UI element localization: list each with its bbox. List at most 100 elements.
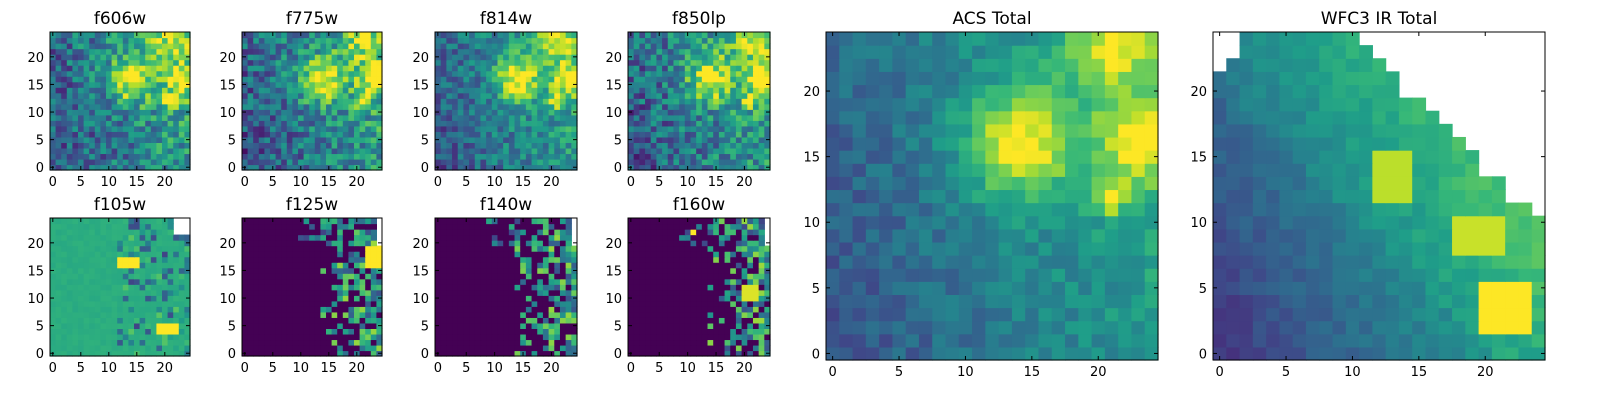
heatmap-cell bbox=[508, 37, 516, 44]
heatmap-cell bbox=[111, 142, 118, 149]
heatmap-cell bbox=[326, 65, 333, 72]
heatmap-cell bbox=[452, 65, 459, 72]
heatmap-cell bbox=[752, 54, 760, 61]
panel-title: f850lp bbox=[672, 9, 726, 29]
heatmap-cell bbox=[542, 333, 550, 341]
heatmap-cell bbox=[370, 98, 377, 105]
heatmap-cell bbox=[184, 289, 191, 296]
heatmap-cell bbox=[139, 339, 146, 346]
heatmap-cell bbox=[718, 136, 726, 143]
heatmap-cell bbox=[735, 59, 743, 66]
heatmap-cell bbox=[650, 306, 657, 313]
heatmap-cell bbox=[673, 300, 680, 307]
heatmap-cell bbox=[275, 251, 282, 258]
heatmap-cell bbox=[365, 37, 372, 44]
heatmap-cell bbox=[376, 289, 383, 296]
heatmap-cell bbox=[303, 344, 310, 352]
heatmap-cell bbox=[337, 251, 344, 258]
heatmap-cell bbox=[162, 103, 169, 110]
heatmap-cell bbox=[309, 262, 316, 269]
heatmap-cell bbox=[446, 284, 453, 291]
heatmap-cell bbox=[286, 289, 293, 296]
heatmap-cell bbox=[242, 328, 249, 335]
panel-title: f105w bbox=[94, 195, 146, 215]
heatmap-cell bbox=[474, 142, 482, 149]
heatmap-cell bbox=[145, 234, 152, 241]
heatmap-cell bbox=[309, 267, 316, 274]
heatmap-cell bbox=[713, 54, 720, 61]
heatmap-cell bbox=[173, 262, 180, 269]
heatmap-cell bbox=[298, 229, 305, 236]
heatmap-cell bbox=[469, 223, 476, 230]
heatmap-cell bbox=[247, 48, 254, 55]
heatmap-cell bbox=[559, 48, 567, 55]
heatmap-cell bbox=[94, 289, 101, 296]
heatmap-cell bbox=[639, 131, 646, 138]
heatmap-cell bbox=[342, 218, 349, 225]
heatmap-cell bbox=[469, 350, 476, 357]
heatmap-cell bbox=[690, 43, 697, 50]
heatmap-cell bbox=[50, 306, 57, 313]
heatmap-cell bbox=[145, 136, 152, 143]
heatmap-cell bbox=[435, 43, 442, 50]
heatmap-cell bbox=[354, 142, 361, 149]
heatmap-cell bbox=[314, 54, 321, 61]
heatmap-cell bbox=[497, 109, 504, 116]
heatmap-cell bbox=[167, 81, 174, 88]
heatmap-cell bbox=[537, 48, 544, 55]
heatmap-cell bbox=[735, 344, 743, 352]
heatmap-cell bbox=[571, 103, 578, 110]
heatmap-cell bbox=[89, 120, 96, 127]
heatmap-cell bbox=[718, 317, 726, 324]
heatmap-cell bbox=[264, 289, 271, 296]
heatmap-cell bbox=[286, 273, 293, 280]
heatmap-cell bbox=[342, 70, 349, 77]
heatmap-cell bbox=[247, 109, 254, 116]
heatmap-cell bbox=[474, 240, 482, 247]
heatmap-cell bbox=[684, 125, 692, 132]
heatmap-cell bbox=[348, 164, 355, 171]
heatmap-cell bbox=[571, 344, 578, 352]
heatmap-cell bbox=[514, 245, 521, 252]
heatmap-cell bbox=[326, 87, 333, 94]
heatmap-cell bbox=[281, 223, 288, 230]
heatmap-cell bbox=[718, 306, 726, 313]
heatmap-cell bbox=[525, 339, 533, 346]
heatmap-cell bbox=[106, 267, 113, 274]
heatmap-cell bbox=[633, 339, 640, 346]
heatmap-cell bbox=[106, 76, 113, 83]
heatmap-cell bbox=[724, 350, 731, 357]
heatmap-cell bbox=[167, 114, 174, 121]
heatmap-cell bbox=[735, 103, 743, 110]
heatmap-cell bbox=[701, 350, 709, 357]
heatmap-cell bbox=[309, 48, 316, 55]
heatmap-cell bbox=[645, 54, 652, 61]
heatmap-cell bbox=[331, 284, 338, 291]
heatmap-cell bbox=[633, 87, 640, 94]
heatmap-cell bbox=[100, 229, 107, 236]
heatmap-cell bbox=[270, 317, 277, 324]
panel-title: f775w bbox=[286, 9, 338, 29]
heatmap-cell bbox=[525, 76, 533, 83]
heatmap-cell bbox=[253, 229, 260, 236]
heatmap-cell bbox=[571, 251, 578, 258]
heatmap-cell bbox=[718, 147, 726, 155]
heatmap-cell bbox=[72, 70, 79, 77]
heatmap-cell bbox=[508, 136, 516, 143]
heatmap-cell bbox=[673, 109, 680, 116]
heatmap-cell bbox=[348, 262, 355, 269]
heatmap-cell bbox=[764, 87, 771, 94]
heatmap-cell bbox=[150, 328, 157, 335]
heatmap-cell bbox=[281, 142, 288, 149]
heatmap-cell bbox=[309, 153, 316, 160]
heatmap-cell bbox=[281, 153, 288, 160]
heatmap-cell bbox=[735, 273, 743, 280]
heatmap-cell bbox=[117, 54, 124, 61]
heatmap-cell bbox=[491, 65, 499, 72]
heatmap-cell bbox=[66, 65, 73, 72]
heatmap-cell bbox=[167, 322, 174, 329]
heatmap-cell bbox=[718, 125, 726, 132]
heatmap-cell bbox=[662, 147, 669, 155]
heatmap-cell bbox=[667, 300, 675, 307]
heatmap-cell bbox=[531, 43, 538, 50]
